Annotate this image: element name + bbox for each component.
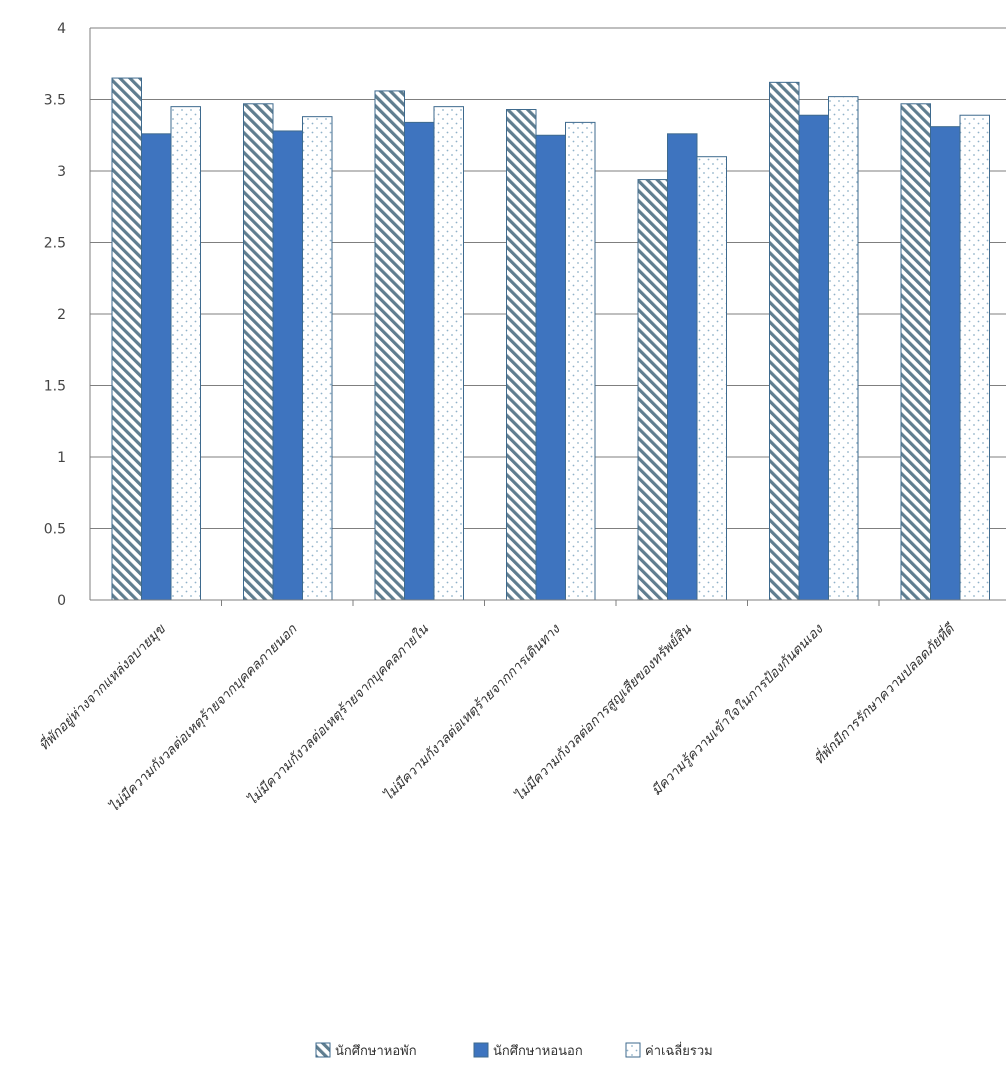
- legend-label: ค่าเฉลี่ยรวม: [645, 1042, 713, 1059]
- bar: [535, 134, 566, 601]
- legend-swatch: [315, 1042, 331, 1058]
- y-tick-label: 4: [57, 21, 66, 37]
- bar: [769, 81, 800, 601]
- y-axis-ticks: 0 0.5 1 1.5 2 2.5 3 3.5 4: [44, 21, 66, 609]
- bar: [637, 179, 668, 601]
- category-label: ที่พักมีการรักษาความปลอดภัยที่ดี: [810, 619, 959, 768]
- bar: [374, 90, 405, 601]
- bar: [667, 133, 698, 601]
- bars: [111, 77, 990, 601]
- bar: [111, 77, 142, 601]
- y-tick-label: 1.5: [44, 379, 66, 395]
- legend-swatch: [473, 1042, 489, 1058]
- bar: [302, 116, 333, 601]
- bar: [696, 156, 727, 601]
- bar: [959, 114, 990, 601]
- category-label: ที่พักอยู่ห่างจากแหล่งอบายมุข: [35, 620, 170, 755]
- bar: [433, 106, 464, 601]
- bar: [170, 106, 201, 601]
- legend: นักศึกษาหอพัก นักศึกษาหอนอก ค่าเฉลี่ยรวม: [315, 1042, 713, 1059]
- legend-label: นักศึกษาหอพัก: [335, 1044, 417, 1059]
- legend-swatch: [625, 1042, 641, 1058]
- y-tick-label: 2: [57, 307, 66, 323]
- category-labels: ที่พักอยู่ห่างจากแหล่งอบายมุขไม่มีความกั…: [35, 619, 959, 816]
- y-tick-label: 0: [57, 593, 66, 609]
- y-tick-label: 3: [57, 164, 66, 180]
- bar: [243, 103, 274, 601]
- x-axis: [89, 28, 1006, 606]
- bar: [565, 121, 596, 601]
- bar: [930, 126, 961, 601]
- y-tick-label: 3.5: [44, 93, 66, 109]
- y-tick-label: 2.5: [44, 236, 66, 252]
- bar: [506, 109, 537, 601]
- bar: [828, 96, 859, 601]
- bar: [141, 133, 172, 601]
- bar: [272, 130, 303, 601]
- bar: [900, 103, 931, 601]
- y-tick-label: 0.5: [44, 522, 66, 538]
- y-tick-label: 1: [57, 450, 66, 466]
- bar: [404, 121, 435, 601]
- legend-label: นักศึกษาหอนอก: [493, 1044, 583, 1059]
- bar: [798, 114, 829, 601]
